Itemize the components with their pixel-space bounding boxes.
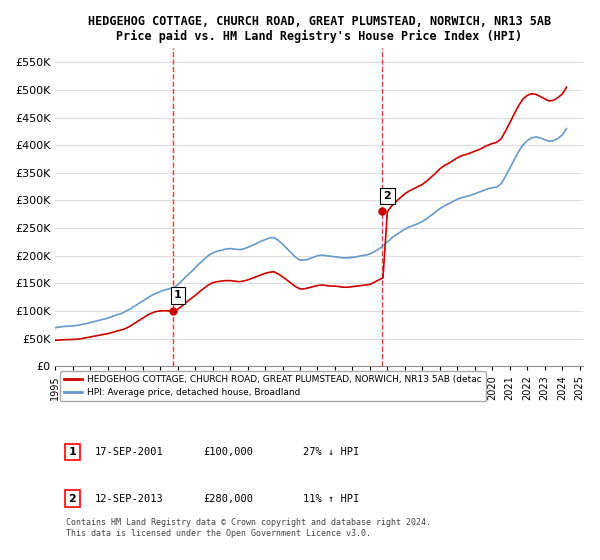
- Text: £100,000: £100,000: [203, 447, 253, 457]
- Text: 17-SEP-2001: 17-SEP-2001: [95, 447, 164, 457]
- Text: 1: 1: [174, 291, 182, 301]
- Text: 27% ↓ HPI: 27% ↓ HPI: [304, 447, 359, 457]
- Text: 2: 2: [68, 493, 76, 503]
- Text: 2: 2: [383, 191, 391, 201]
- Text: 12-SEP-2013: 12-SEP-2013: [95, 493, 164, 503]
- Text: 1: 1: [68, 447, 76, 457]
- Text: Contains HM Land Registry data © Crown copyright and database right 2024.
This d: Contains HM Land Registry data © Crown c…: [66, 519, 431, 538]
- Text: £280,000: £280,000: [203, 493, 253, 503]
- Text: 11% ↑ HPI: 11% ↑ HPI: [304, 493, 359, 503]
- Legend: HEDGEHOG COTTAGE, CHURCH ROAD, GREAT PLUMSTEAD, NORWICH, NR13 5AB (detac, HPI: A: HEDGEHOG COTTAGE, CHURCH ROAD, GREAT PLU…: [60, 371, 486, 402]
- Title: HEDGEHOG COTTAGE, CHURCH ROAD, GREAT PLUMSTEAD, NORWICH, NR13 5AB
Price paid vs.: HEDGEHOG COTTAGE, CHURCH ROAD, GREAT PLU…: [88, 15, 551, 43]
